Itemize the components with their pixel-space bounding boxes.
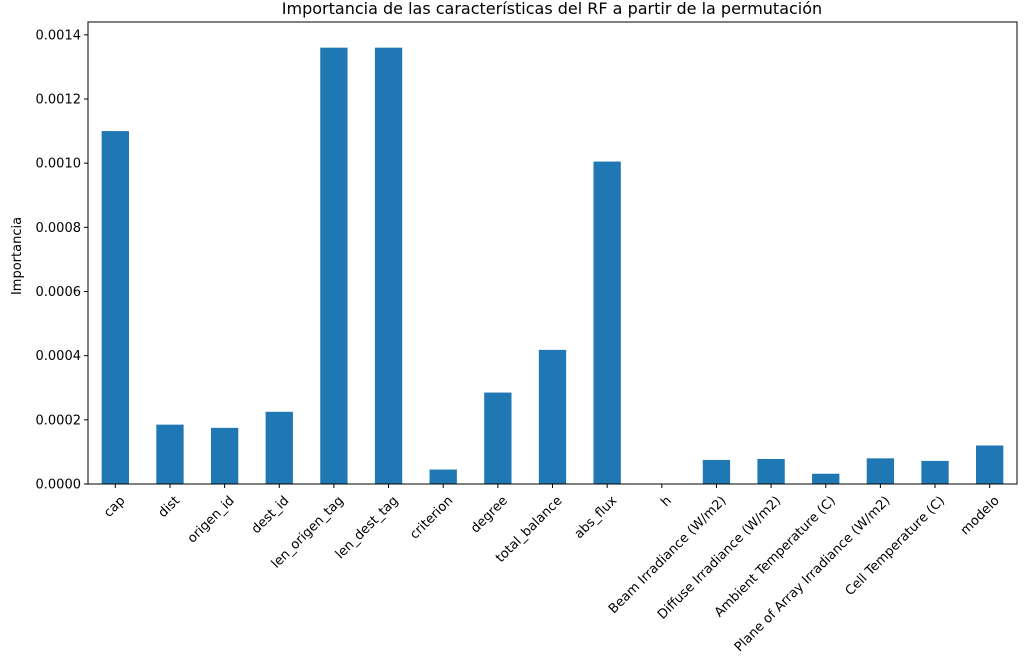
bar-16 — [976, 445, 1004, 484]
bars — [101, 47, 1004, 485]
bar-13 — [812, 473, 840, 484]
axes-spines — [87, 21, 1018, 485]
bar-0 — [101, 131, 129, 484]
y-tick-label-7: 0.0014 — [36, 28, 82, 43]
x-tick-label-1: dist — [156, 493, 183, 520]
y-tick-label-1: 0.0002 — [36, 413, 82, 428]
bar-15 — [921, 460, 949, 484]
y-axis-ticks: 0.0000 0.0002 0.0004 0.0006 0.0008 0.0010 0.00… — [36, 28, 88, 493]
bar-4 — [320, 47, 348, 485]
y-tick-label-5: 0.0010 — [36, 157, 82, 172]
bar-3 — [265, 411, 293, 484]
x-tick-label-16: modelo — [958, 493, 1003, 538]
bar-1 — [156, 424, 184, 484]
y-tick-label-4: 0.0008 — [36, 221, 82, 236]
bar-14 — [866, 458, 895, 484]
x-tick-label-2: origen_id — [185, 493, 238, 546]
x-tick-label-7: degree — [468, 493, 511, 536]
x-tick-label-10: h — [658, 493, 674, 509]
bar-11 — [702, 459, 731, 484]
x-tick-label-0: cap — [101, 493, 128, 520]
bar-9 — [593, 161, 621, 484]
bar-8 — [538, 349, 567, 484]
bar-5 — [374, 47, 403, 485]
y-tick-label-3: 0.0006 — [36, 285, 82, 300]
x-tick-label-6: criterion — [407, 493, 456, 542]
x-tick-label-3: dest_id — [249, 493, 292, 536]
bar-6 — [429, 469, 457, 484]
chart-title: Importancia de las características del R… — [282, 0, 822, 18]
bar-2 — [210, 427, 239, 484]
x-tick-label-9: abs_flux — [572, 493, 621, 542]
y-tick-label-6: 0.0012 — [36, 93, 82, 108]
y-tick-label-0: 0.0000 — [36, 478, 82, 493]
x-axis-ticks: cap dist origen_id dest_idlen_origen_taglen… — [101, 484, 1003, 655]
y-tick-label-2: 0.0004 — [36, 349, 82, 364]
plot-frame — [87, 21, 1018, 485]
bar-12 — [757, 458, 785, 484]
y-axis-label: Importancia — [10, 217, 25, 295]
bar-7 — [484, 392, 512, 484]
x-tick-label-15: Cell Temperature (C) — [843, 493, 948, 598]
